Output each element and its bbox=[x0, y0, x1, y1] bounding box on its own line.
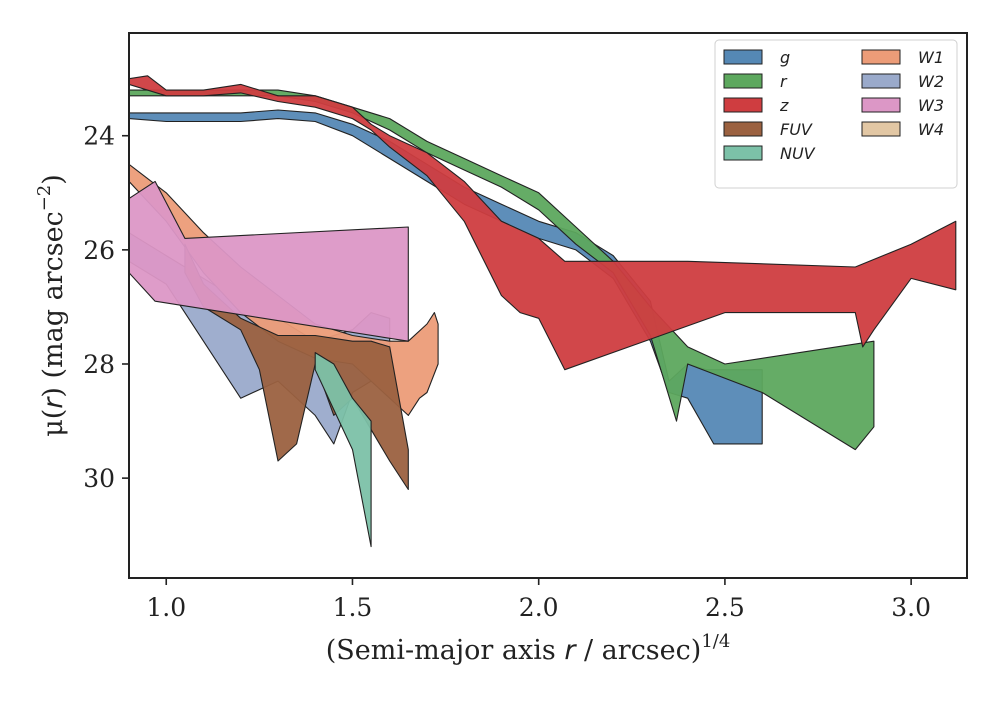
legend-label-nuv: NUV bbox=[780, 144, 816, 163]
legend-swatch-w1 bbox=[861, 49, 901, 65]
y-tick-label: 28 bbox=[83, 350, 115, 379]
legend-swatch-w3 bbox=[861, 97, 901, 113]
x-tick-label: 2.0 bbox=[519, 593, 559, 622]
x-tick-label: 1.5 bbox=[333, 593, 373, 622]
x-label-sup: 1/4 bbox=[701, 631, 730, 652]
y-label-var: r bbox=[38, 396, 69, 409]
area-nuv bbox=[314, 352, 372, 548]
legend-label-r: r bbox=[780, 72, 788, 91]
x-tick-label: 1.0 bbox=[146, 593, 186, 622]
legend-label-w3: W3 bbox=[918, 96, 944, 115]
area-w3 bbox=[129, 180, 409, 342]
y-tick-label: 26 bbox=[83, 236, 115, 265]
legend-label-w2: W2 bbox=[918, 72, 944, 91]
x-tick-label: 2.5 bbox=[705, 593, 745, 622]
y-tick-label: 30 bbox=[83, 464, 115, 493]
y-label-sup: −2 bbox=[34, 185, 55, 212]
x-tick-label: 3.0 bbox=[891, 593, 931, 622]
x-axis-label: (Semi-major axis r / arcsec)1/4 bbox=[326, 631, 731, 666]
area-layer bbox=[129, 75, 957, 548]
legend-swatch-g bbox=[723, 49, 763, 65]
y-label-pre: μ( bbox=[38, 409, 69, 437]
plot-frame bbox=[128, 32, 968, 579]
legend-label-g: g bbox=[780, 48, 790, 67]
legend-label-w1: W1 bbox=[918, 48, 944, 67]
y-label-end: ) bbox=[38, 174, 69, 185]
y-axis: 24 26 28 30 bbox=[83, 122, 129, 493]
legend-swatch-fuv bbox=[723, 121, 763, 137]
y-label-post: ) (mag arcsec bbox=[38, 211, 69, 397]
x-label-pre: (Semi-major axis bbox=[326, 635, 565, 666]
x-label-var: r bbox=[564, 635, 577, 666]
legend-swatch-w4 bbox=[861, 121, 901, 137]
legend-label-z: z bbox=[779, 96, 789, 115]
legend-label-fuv: FUV bbox=[780, 120, 813, 139]
legend-swatch-nuv bbox=[723, 145, 763, 161]
x-axis: 1.0 1.5 2.0 2.5 3.0 bbox=[146, 578, 931, 622]
legend-swatch-w2 bbox=[861, 73, 901, 89]
x-label-post: / arcsec) bbox=[575, 635, 701, 666]
legend-swatch-r bbox=[723, 73, 763, 89]
y-tick-label: 24 bbox=[83, 122, 115, 151]
legend: grz FUV NUV W1 W2 W3 W4 bbox=[714, 39, 958, 189]
y-axis-label: μ(r) (mag arcsec−2) bbox=[34, 174, 69, 437]
legend-label-w4: W4 bbox=[918, 120, 944, 139]
area-z bbox=[129, 75, 957, 371]
legend-swatch-z bbox=[723, 97, 763, 113]
area-fuv bbox=[184, 243, 409, 491]
